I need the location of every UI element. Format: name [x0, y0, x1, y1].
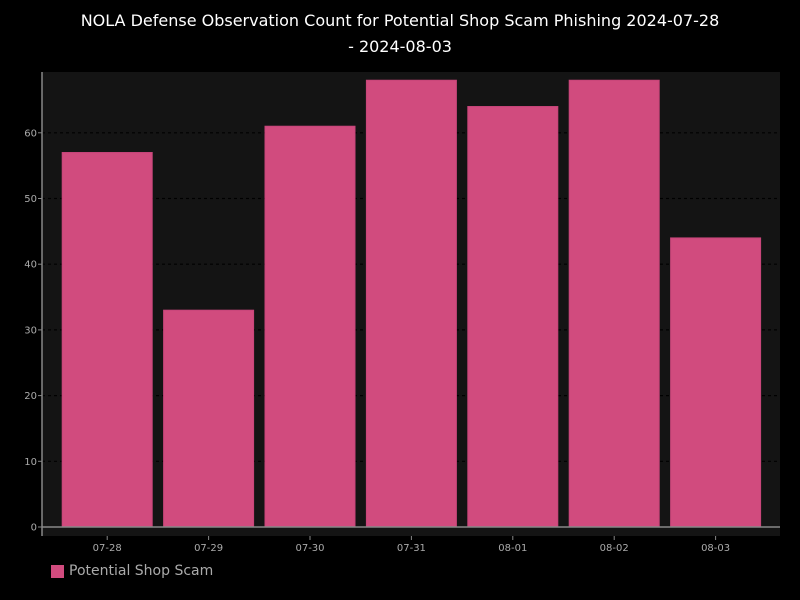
x-tick-label: 07-30 [295, 543, 324, 554]
chart-title-line-2: - 2024-08-03 [348, 37, 452, 56]
x-axis-ticks: 07-28 07-29 07-30 07-31 08-01 08-02 08-03 [93, 536, 730, 554]
y-tick-label: 20 [24, 391, 37, 402]
bar [61, 152, 153, 528]
bar [264, 125, 356, 528]
x-tick-label: 08-03 [701, 543, 730, 554]
chart-title: NOLA Defense Observation Count for Poten… [0, 8, 800, 60]
y-tick-label: 60 [24, 128, 37, 139]
x-tick-label: 08-02 [600, 543, 629, 554]
x-tick-label: 07-31 [397, 543, 426, 554]
chart-title-line-1: NOLA Defense Observation Count for Poten… [80, 11, 720, 30]
x-tick-label: 07-29 [194, 543, 223, 554]
bars [61, 79, 762, 528]
y-tick-label: 0 [31, 523, 37, 534]
x-tick-label: 07-28 [93, 543, 122, 554]
bar [365, 79, 457, 528]
bar [670, 237, 762, 528]
legend-label: Potential Shop Scam [69, 563, 214, 579]
y-tick-label: 40 [24, 260, 37, 271]
bar [568, 79, 660, 528]
x-tick-label: 08-01 [498, 543, 527, 554]
y-tick-label: 10 [24, 457, 37, 468]
bar [163, 309, 255, 528]
bar [467, 106, 559, 528]
y-tick-label: 30 [24, 325, 37, 336]
y-axis-ticks: 0 10 20 30 40 50 60 [24, 128, 42, 534]
legend: Potential Shop Scam [51, 563, 213, 579]
y-tick-label: 50 [24, 194, 37, 205]
legend-swatch [51, 564, 64, 578]
